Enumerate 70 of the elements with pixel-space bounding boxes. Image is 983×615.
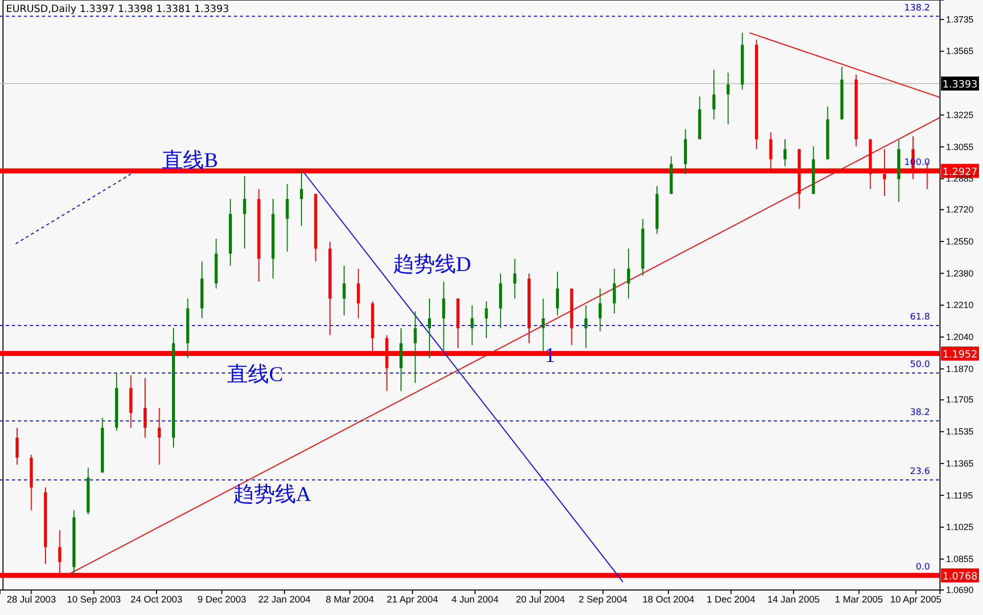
- candlestick: [542, 298, 545, 352]
- candlestick: [584, 304, 588, 349]
- y-tick-label: 1.3735: [946, 14, 974, 24]
- annotation: 38.2: [910, 408, 930, 418]
- y-tick-label: 1.0855: [946, 554, 974, 564]
- x-tick-label: 10 Sep 2003: [66, 594, 121, 606]
- annotation: 直线C: [226, 362, 284, 386]
- candlestick: [243, 176, 246, 250]
- y-tick-label: 1.1535: [946, 426, 974, 437]
- candlestick: [414, 310, 417, 384]
- candlestick: [300, 170, 303, 226]
- x-tick-label: 18 Oct 2004: [642, 594, 694, 606]
- candlestick: [158, 407, 161, 466]
- candlestick: [356, 268, 360, 319]
- y-tick-label: 1.3565: [946, 46, 974, 56]
- x-tick-label: 21 Apr 2004: [386, 594, 438, 606]
- y-tick-label: 1.0690: [946, 584, 974, 595]
- x-tick-label: 20 Jul 2004: [516, 594, 565, 606]
- candlestick: [286, 183, 289, 252]
- y-tick-label: 1.1195: [946, 490, 973, 500]
- x-tick-label: 24 Oct 2003: [130, 594, 182, 606]
- annotation: 138.2: [904, 3, 930, 14]
- annotation: 直线B: [162, 148, 218, 172]
- x-tick-label: 10 Apr 2005: [890, 594, 942, 606]
- x-tick-label: 22 Jan 2004: [258, 594, 311, 606]
- y-tick-label: 1.2040: [946, 332, 974, 342]
- x-tick-label: 2 Sep 2004: [578, 594, 628, 606]
- y-tick-label: 1.2380: [946, 268, 974, 278]
- candlestick: [712, 69, 716, 120]
- y-tick-label: 1.1025: [946, 522, 974, 532]
- y-tick-label: 1.2210: [946, 300, 974, 310]
- x-tick-label: 4 Jun 2004: [451, 594, 498, 606]
- candlestick: [612, 268, 616, 314]
- candlestick: [598, 288, 602, 332]
- annotation: 0.0: [916, 562, 930, 572]
- annotation: 50.0: [910, 360, 930, 370]
- y-tick-label: 1.3055: [946, 142, 974, 152]
- annotation: 1: [544, 342, 556, 367]
- candlestick: [470, 304, 474, 346]
- ref-line-label: 1.0768: [942, 571, 978, 582]
- y-tick-label: 1.2550: [946, 236, 974, 246]
- x-tick-label: 14 Jan 2005: [767, 594, 820, 606]
- candlestick: [513, 258, 516, 299]
- y-tick-label: 1.3225: [946, 110, 974, 120]
- annotation: 61.8: [910, 312, 930, 322]
- x-tick-label: 1 Dec 2004: [706, 594, 756, 606]
- y-tick-label: 1.1705: [946, 394, 974, 405]
- candlestick: [16, 427, 19, 466]
- ref-line-label: 1.1952: [942, 350, 978, 361]
- annotation: 趋势线A: [232, 482, 312, 506]
- chart-title: EURUSD,Daily 1.3397 1.3398 1.3381 1.3393: [6, 4, 230, 15]
- candlestick: [783, 138, 786, 167]
- candlestick: [442, 281, 446, 352]
- y-tick-label: 1.1365: [946, 458, 974, 468]
- y-tick-label: 1.1870: [946, 364, 974, 374]
- candlestick: [144, 378, 147, 438]
- x-tick-label: 1 Mar 2005: [834, 594, 883, 606]
- x-tick-label: 28 Jul 2003: [6, 594, 56, 606]
- candlestick: [484, 300, 488, 339]
- candlestick: [342, 265, 346, 316]
- candlestick: [627, 248, 630, 299]
- candlestick: [726, 72, 730, 125]
- x-tick-label: 8 Mar 2004: [326, 594, 374, 606]
- candlestick: [428, 298, 431, 359]
- candlestick: [556, 271, 559, 316]
- x-tick-label: 9 Dec 2003: [198, 594, 246, 606]
- ref-line-label: 1.3393: [942, 80, 978, 91]
- annotation: 趋势线D: [392, 252, 472, 276]
- y-tick-label: 1.2720: [946, 204, 974, 215]
- annotation: 23.6: [910, 466, 930, 477]
